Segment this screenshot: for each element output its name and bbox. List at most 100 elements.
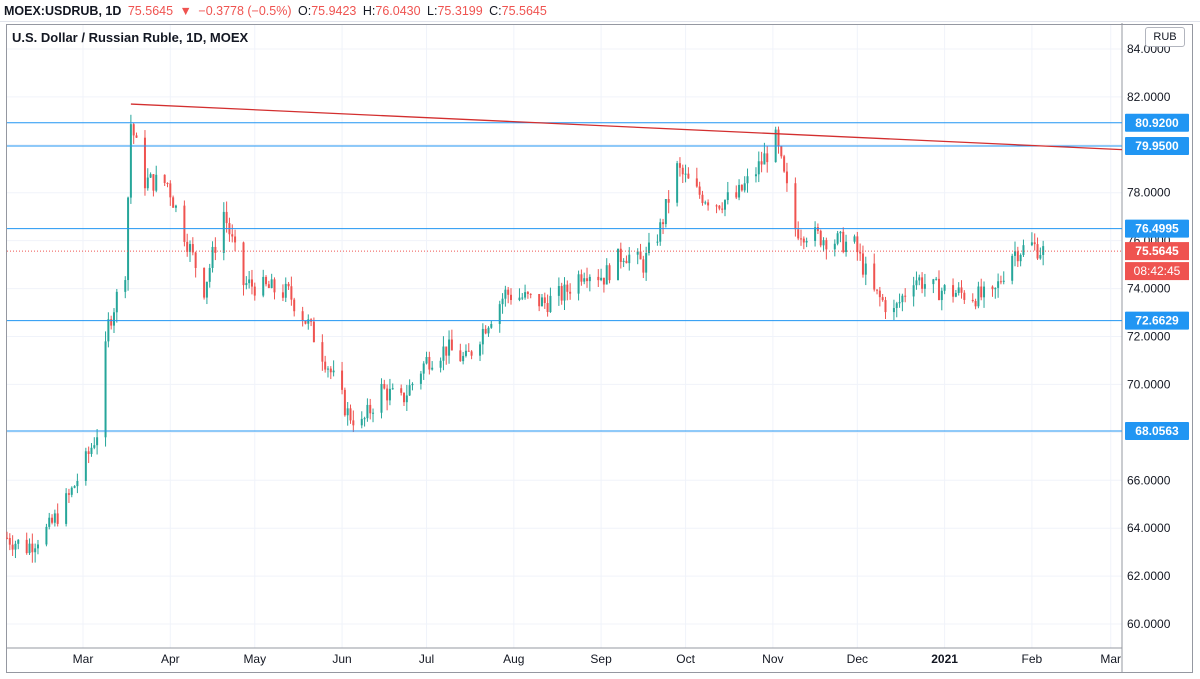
candle-body [149,174,152,178]
candle-body [937,278,940,301]
candle-body [380,383,383,413]
candle-body [45,526,48,545]
candle-body [110,319,113,326]
candle-body [467,350,470,352]
candle-body [656,241,659,243]
candle-body [405,395,408,403]
level-label: 79.9500 [1135,139,1179,153]
candle-body [464,350,467,356]
candle-body [290,286,293,300]
candle-body [915,280,918,286]
candle-body [146,177,149,189]
candle-body [999,281,1002,283]
x-tick-label: Aug [503,652,524,666]
y-tick-label: 82.0000 [1127,90,1171,104]
candle-body [341,370,344,390]
candle-body [845,241,848,253]
symbol-label[interactable]: MOEX:USDRUB, 1D [4,4,122,18]
candle-body [957,287,960,293]
candle-body [36,544,39,549]
candle-body [892,308,895,313]
candle-body [211,246,214,268]
candle-body [301,311,304,321]
candle-body [563,284,566,301]
currency-button[interactable]: RUB [1145,27,1185,47]
candle-body [983,286,986,298]
candle-body [6,537,8,539]
candle-body [265,276,268,285]
candle-body [1002,280,1005,282]
candle-body [864,263,867,275]
x-tick-label: Sep [590,652,612,666]
candle-body [48,517,51,527]
y-tick-label: 66.0000 [1127,473,1171,487]
candle-body [524,292,527,298]
candle-body [783,156,786,172]
candle-body [819,230,822,246]
candle-body [363,418,366,420]
candle-body [859,252,862,254]
candle-body [11,544,14,550]
candle-body [386,388,389,401]
candle-body [797,229,800,239]
candle-body [645,253,648,273]
candle-body [129,124,132,198]
candle-body [84,451,87,481]
x-tick-label: Oct [676,652,695,666]
candle-body [622,260,625,262]
candle-body [262,276,265,296]
candle-body [326,368,329,370]
candle-body [293,299,296,312]
candle-body [777,129,780,147]
candle-body [366,404,369,419]
candle-body [842,231,845,253]
level-label: 72.6629 [1135,314,1179,328]
candle-body [760,161,763,165]
ticker-header: MOEX:USDRUB, 1D 75.5645 ▼ −0.3778 (−0.5%… [0,0,1200,22]
candle-body [312,321,315,343]
candle-body [701,194,704,204]
candle-body [583,278,586,282]
candle-body [287,283,290,287]
x-tick-label: Feb [1022,652,1043,666]
candle-body [529,293,532,295]
candle-body [766,153,769,163]
candle-body [1014,251,1017,256]
candle-body [1030,242,1033,246]
last-price-label: 75.5645 [1135,244,1179,258]
candle-body [543,297,546,304]
candle-body [721,208,724,210]
candle-body [422,363,425,374]
candle-body [704,202,707,204]
chart-frame[interactable] [6,24,1193,673]
candle-body [487,327,490,334]
candle-body [1016,251,1019,262]
candle-body [388,388,391,401]
candle-body [839,231,842,234]
candle-body [943,285,946,291]
candle-body [222,211,225,253]
candle-body [87,451,90,455]
candle-body [267,284,270,288]
candle-body [284,283,287,298]
x-tick-label: Jun [332,652,351,666]
candle-body [805,240,808,243]
candle-body [166,182,169,184]
candle-body [8,537,11,545]
candle-body [172,197,175,208]
candle-body [96,437,99,446]
candle-body [785,171,788,184]
candle-body [445,346,448,356]
candle-body [586,278,589,282]
candle-body [1019,254,1022,262]
candle-body [155,174,158,191]
candle-body [1042,246,1045,255]
candle-body [273,279,276,293]
candle-body [450,339,453,351]
candle-body [695,178,698,187]
candle-body [498,304,501,324]
last-price: 75.5645 [127,4,174,18]
candle-body [619,248,622,262]
candle-body [898,302,901,304]
